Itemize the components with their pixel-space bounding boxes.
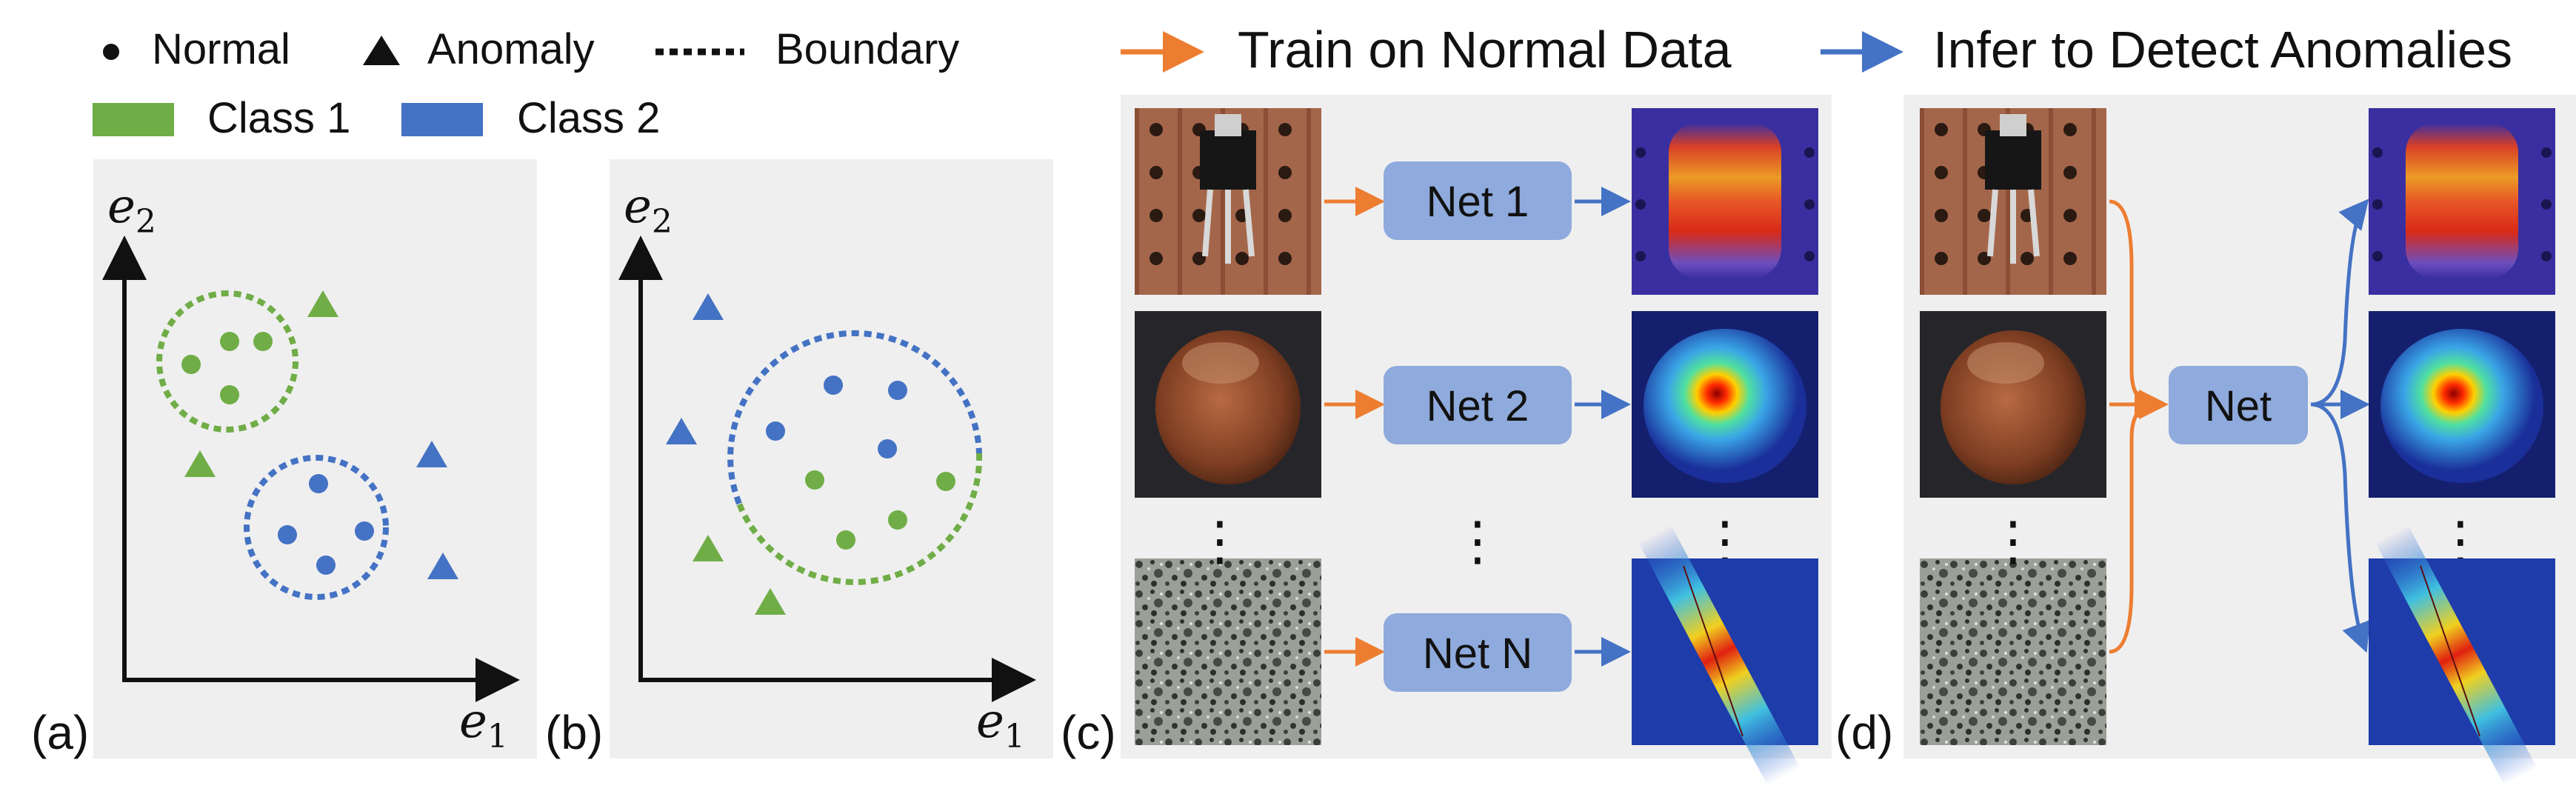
heatmap-transistor <box>2369 108 2555 295</box>
panel-a-tag: (a) <box>31 706 89 759</box>
panel-b-normal-point <box>836 530 855 550</box>
panel-a-normal-point <box>278 525 297 544</box>
panel-b-anomaly-point <box>693 293 724 320</box>
panel-a-normal-point <box>220 385 239 404</box>
panel-d: Infer to Detect Anomalies ⋮ ⋮ Net <box>1821 21 2576 786</box>
panel-d-infer-arrow-top <box>2310 198 2369 407</box>
net-box-2 <box>1384 366 1572 444</box>
panel-a-normal-point <box>181 355 201 374</box>
input-image-texture <box>1920 558 2106 745</box>
panel-b-normal-point <box>766 421 785 441</box>
panel-b-normal-point <box>878 439 897 458</box>
panel-a-anomaly-point <box>184 450 216 477</box>
input-image-hazelnut <box>1920 311 2106 498</box>
legend-class2-swatch <box>401 103 483 136</box>
net-box-n <box>1384 613 1572 692</box>
net-box-1 <box>1384 161 1572 240</box>
panel-c-ellipsis-net: ⋮ <box>1451 512 1504 571</box>
panel-a-normal-point <box>220 332 239 351</box>
legend-class1-swatch <box>93 103 174 136</box>
panel-b-x-axis-label: e1 <box>976 694 1025 755</box>
panel-a-y-axis-label: e2 <box>107 179 156 241</box>
legend-boundary-label: Boundary <box>775 25 959 73</box>
net-box-n-label: Net N <box>1423 630 1532 678</box>
panel-a-boundary-class1 <box>156 290 298 433</box>
panel-a-normal-point <box>355 521 374 541</box>
panel-a-boundary-class2 <box>244 455 389 600</box>
legend-anomaly-label: Anomaly <box>427 25 595 73</box>
panel-b-boundary-class1 <box>736 453 983 585</box>
panel-b-tag: (b) <box>545 706 603 759</box>
heatmap-hazelnut <box>2369 311 2555 498</box>
legend-anomaly-marker <box>363 36 400 65</box>
panel-a-x-axis-label: e1 <box>459 694 508 755</box>
panel-b-normal-point <box>824 376 843 395</box>
legend-class2-label: Class 2 <box>517 94 660 142</box>
panel-c-ellipsis-left: ⋮ <box>1193 512 1247 571</box>
net-box-1-label: Net 1 <box>1427 178 1529 226</box>
legend: Normal Anomaly Boundary Class 1 Class 2 <box>93 25 959 142</box>
panel-b: e2 e1 (b) <box>545 159 1053 759</box>
heatmap-transistor <box>1632 108 1818 295</box>
heatmap-texture <box>2369 524 2555 786</box>
net-box-shared-label: Net <box>2205 382 2272 430</box>
legend-normal-marker <box>103 44 119 60</box>
panel-c-title: Train on Normal Data <box>1238 21 1732 79</box>
panel-b-normal-point <box>888 381 907 400</box>
panel-b-anomaly-point <box>693 535 724 561</box>
panel-b-boundary-class2 <box>727 330 982 505</box>
legend-class1-label: Class 1 <box>207 94 350 142</box>
input-image-transistor <box>1920 108 2106 295</box>
panel-c: Train on Normal Data ⋮ ⋮ ⋮ Net 1 Net 2 <box>1061 21 1832 786</box>
panel-a-normal-point <box>309 474 328 493</box>
net-box-2-label: Net 2 <box>1427 382 1529 430</box>
input-image-hazelnut <box>1135 311 1321 498</box>
input-image-transistor <box>1135 108 1321 295</box>
panel-d-infer-arrow-bottom <box>2310 402 2370 653</box>
panel-b-y-axis-label: e2 <box>624 179 673 241</box>
panel-b-normal-point <box>805 470 824 490</box>
panel-a-anomaly-point <box>416 441 447 467</box>
legend-normal-label: Normal <box>152 25 290 73</box>
panel-c-tag: (c) <box>1061 706 1116 759</box>
panel-a: e2 e1 (a) <box>31 159 537 759</box>
panel-b-normal-point <box>936 472 955 491</box>
panel-a-background <box>93 159 537 758</box>
panel-d-tag: (d) <box>1835 706 1893 759</box>
heatmap-hazelnut <box>1632 311 1818 498</box>
panel-a-normal-point <box>253 332 273 351</box>
panel-b-anomaly-point <box>755 588 786 615</box>
heatmap-texture <box>1632 524 1818 786</box>
panel-b-anomaly-point <box>666 418 697 444</box>
panel-a-anomaly-point <box>427 553 458 579</box>
input-image-texture <box>1135 558 1321 745</box>
panel-a-normal-point <box>316 556 336 575</box>
panel-d-title: Infer to Detect Anomalies <box>1933 21 2512 79</box>
panel-a-anomaly-point <box>307 290 338 317</box>
panel-b-background <box>610 159 1053 758</box>
panel-d-ellipsis-left: ⋮ <box>1986 512 2040 571</box>
panel-b-normal-point <box>888 510 907 530</box>
net-box-shared <box>2169 366 2308 444</box>
